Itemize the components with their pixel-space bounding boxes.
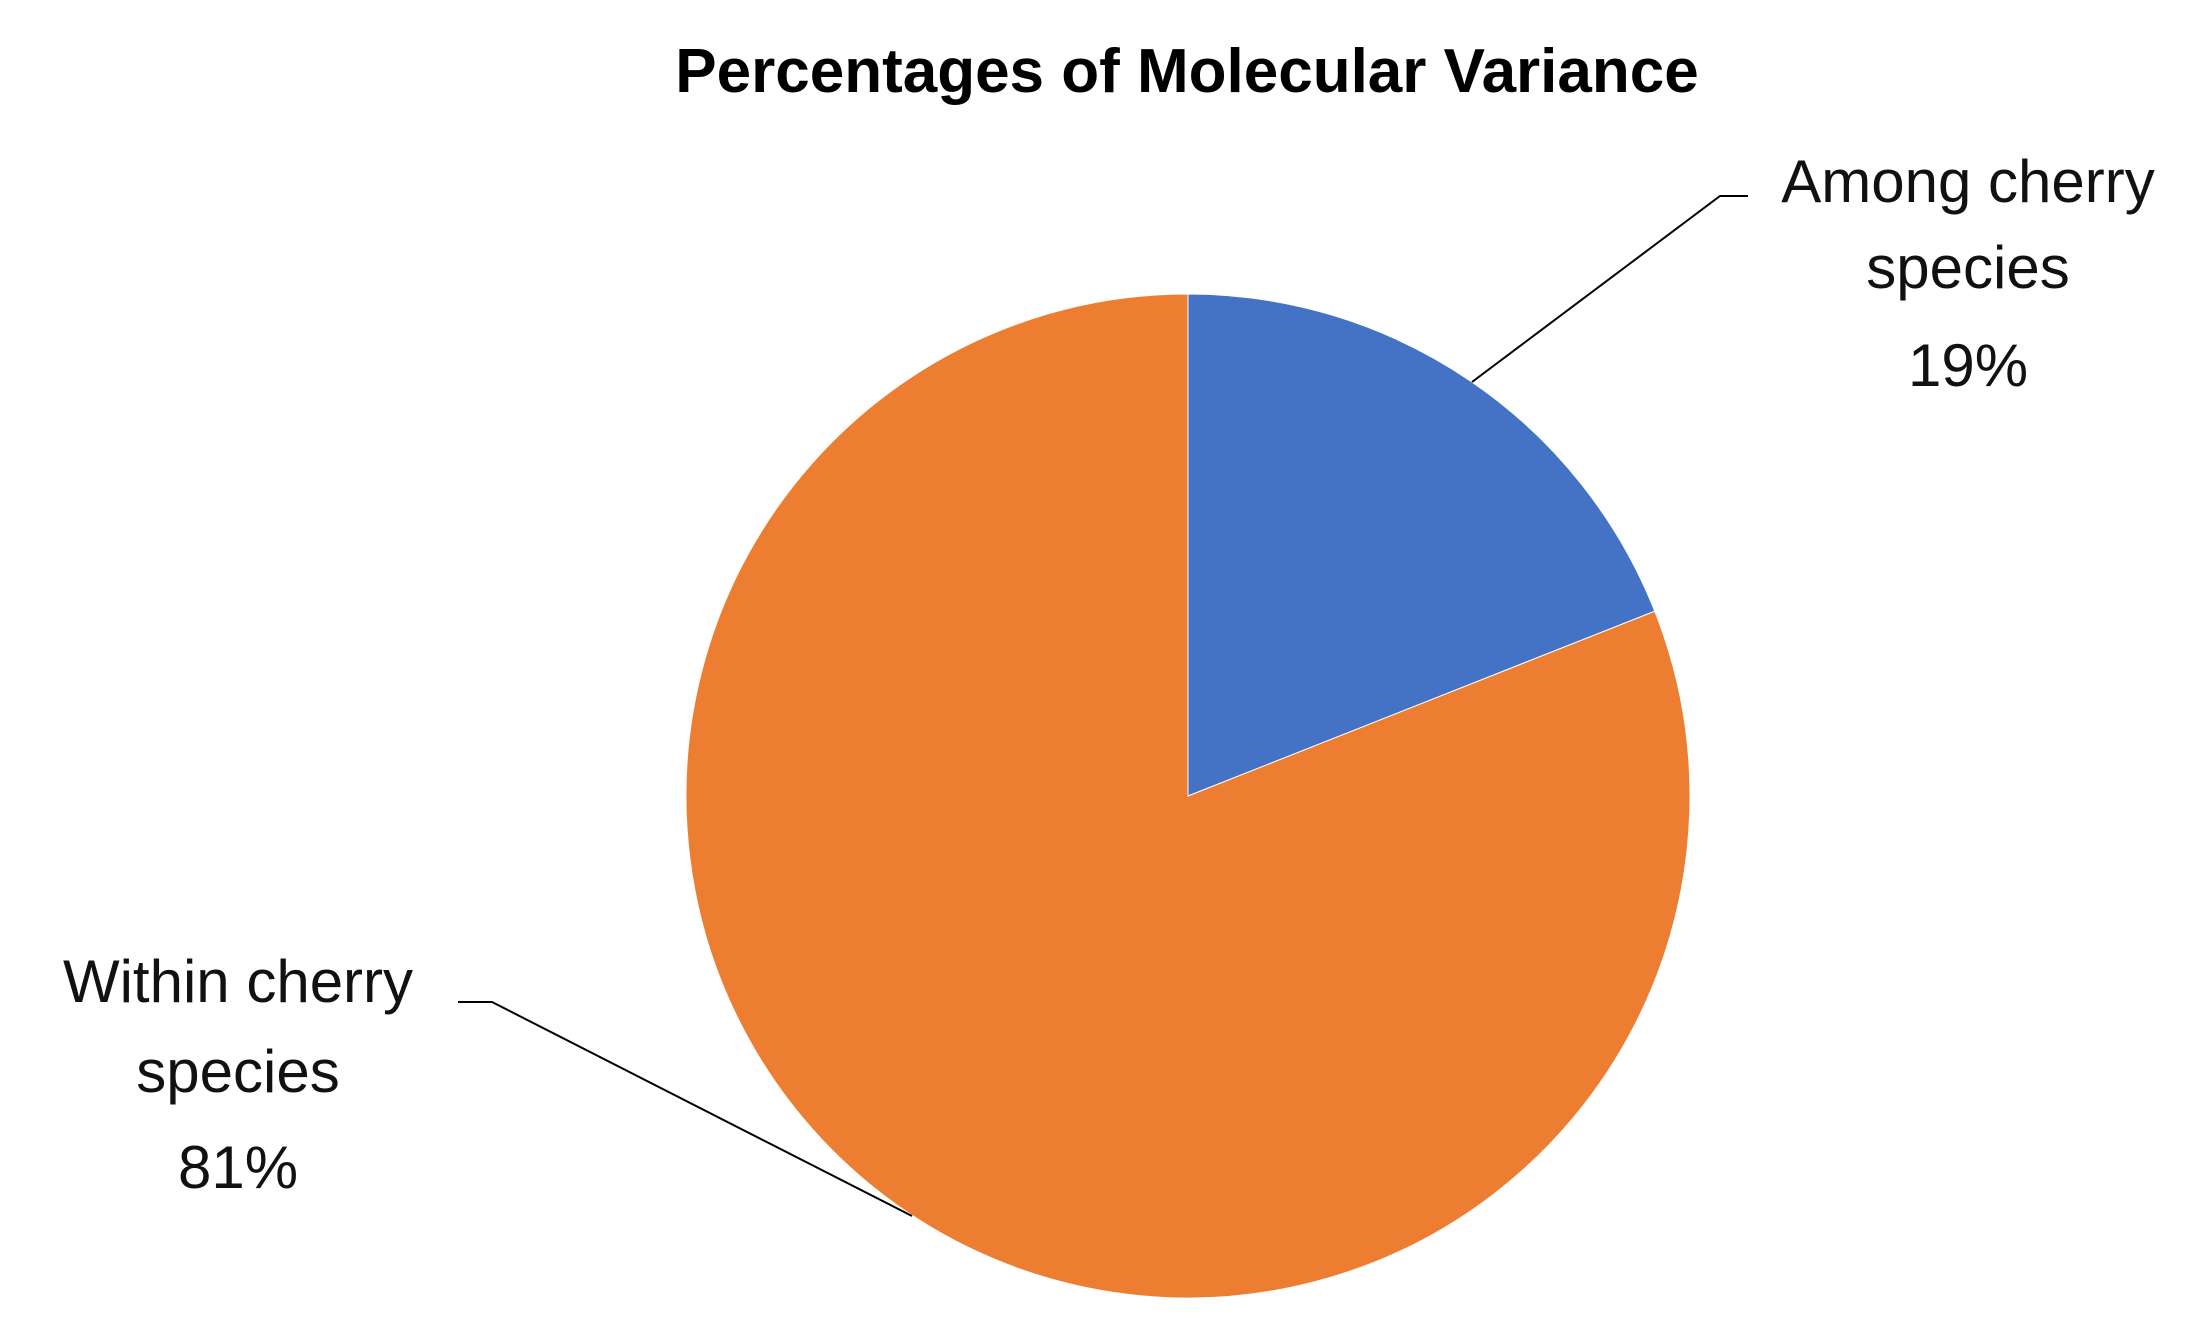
leader-line-within [458, 1001, 913, 1217]
pie-slices [685, 293, 1691, 1299]
leader-line-among [1471, 195, 1748, 383]
slice-label-within-line2: species [136, 1038, 339, 1105]
pie-slice-among [1187, 293, 1656, 797]
chart-title: Percentages of Molecular Variance [675, 37, 1698, 106]
pie-slice-within [685, 293, 1691, 1299]
slice-label-within-line1: Within cherry [63, 948, 413, 1015]
slice-label-within: Within cherry species 81% [63, 948, 413, 1201]
slice-label-among-value: 19% [1908, 332, 2028, 399]
slice-label-among-line2: species [1866, 234, 2069, 301]
slice-label-among: Among cherry species 19% [1781, 148, 2154, 399]
slice-label-among-line1: Among cherry [1781, 148, 2154, 215]
leader-lines [458, 195, 1748, 1217]
slice-label-within-value: 81% [178, 1134, 298, 1201]
